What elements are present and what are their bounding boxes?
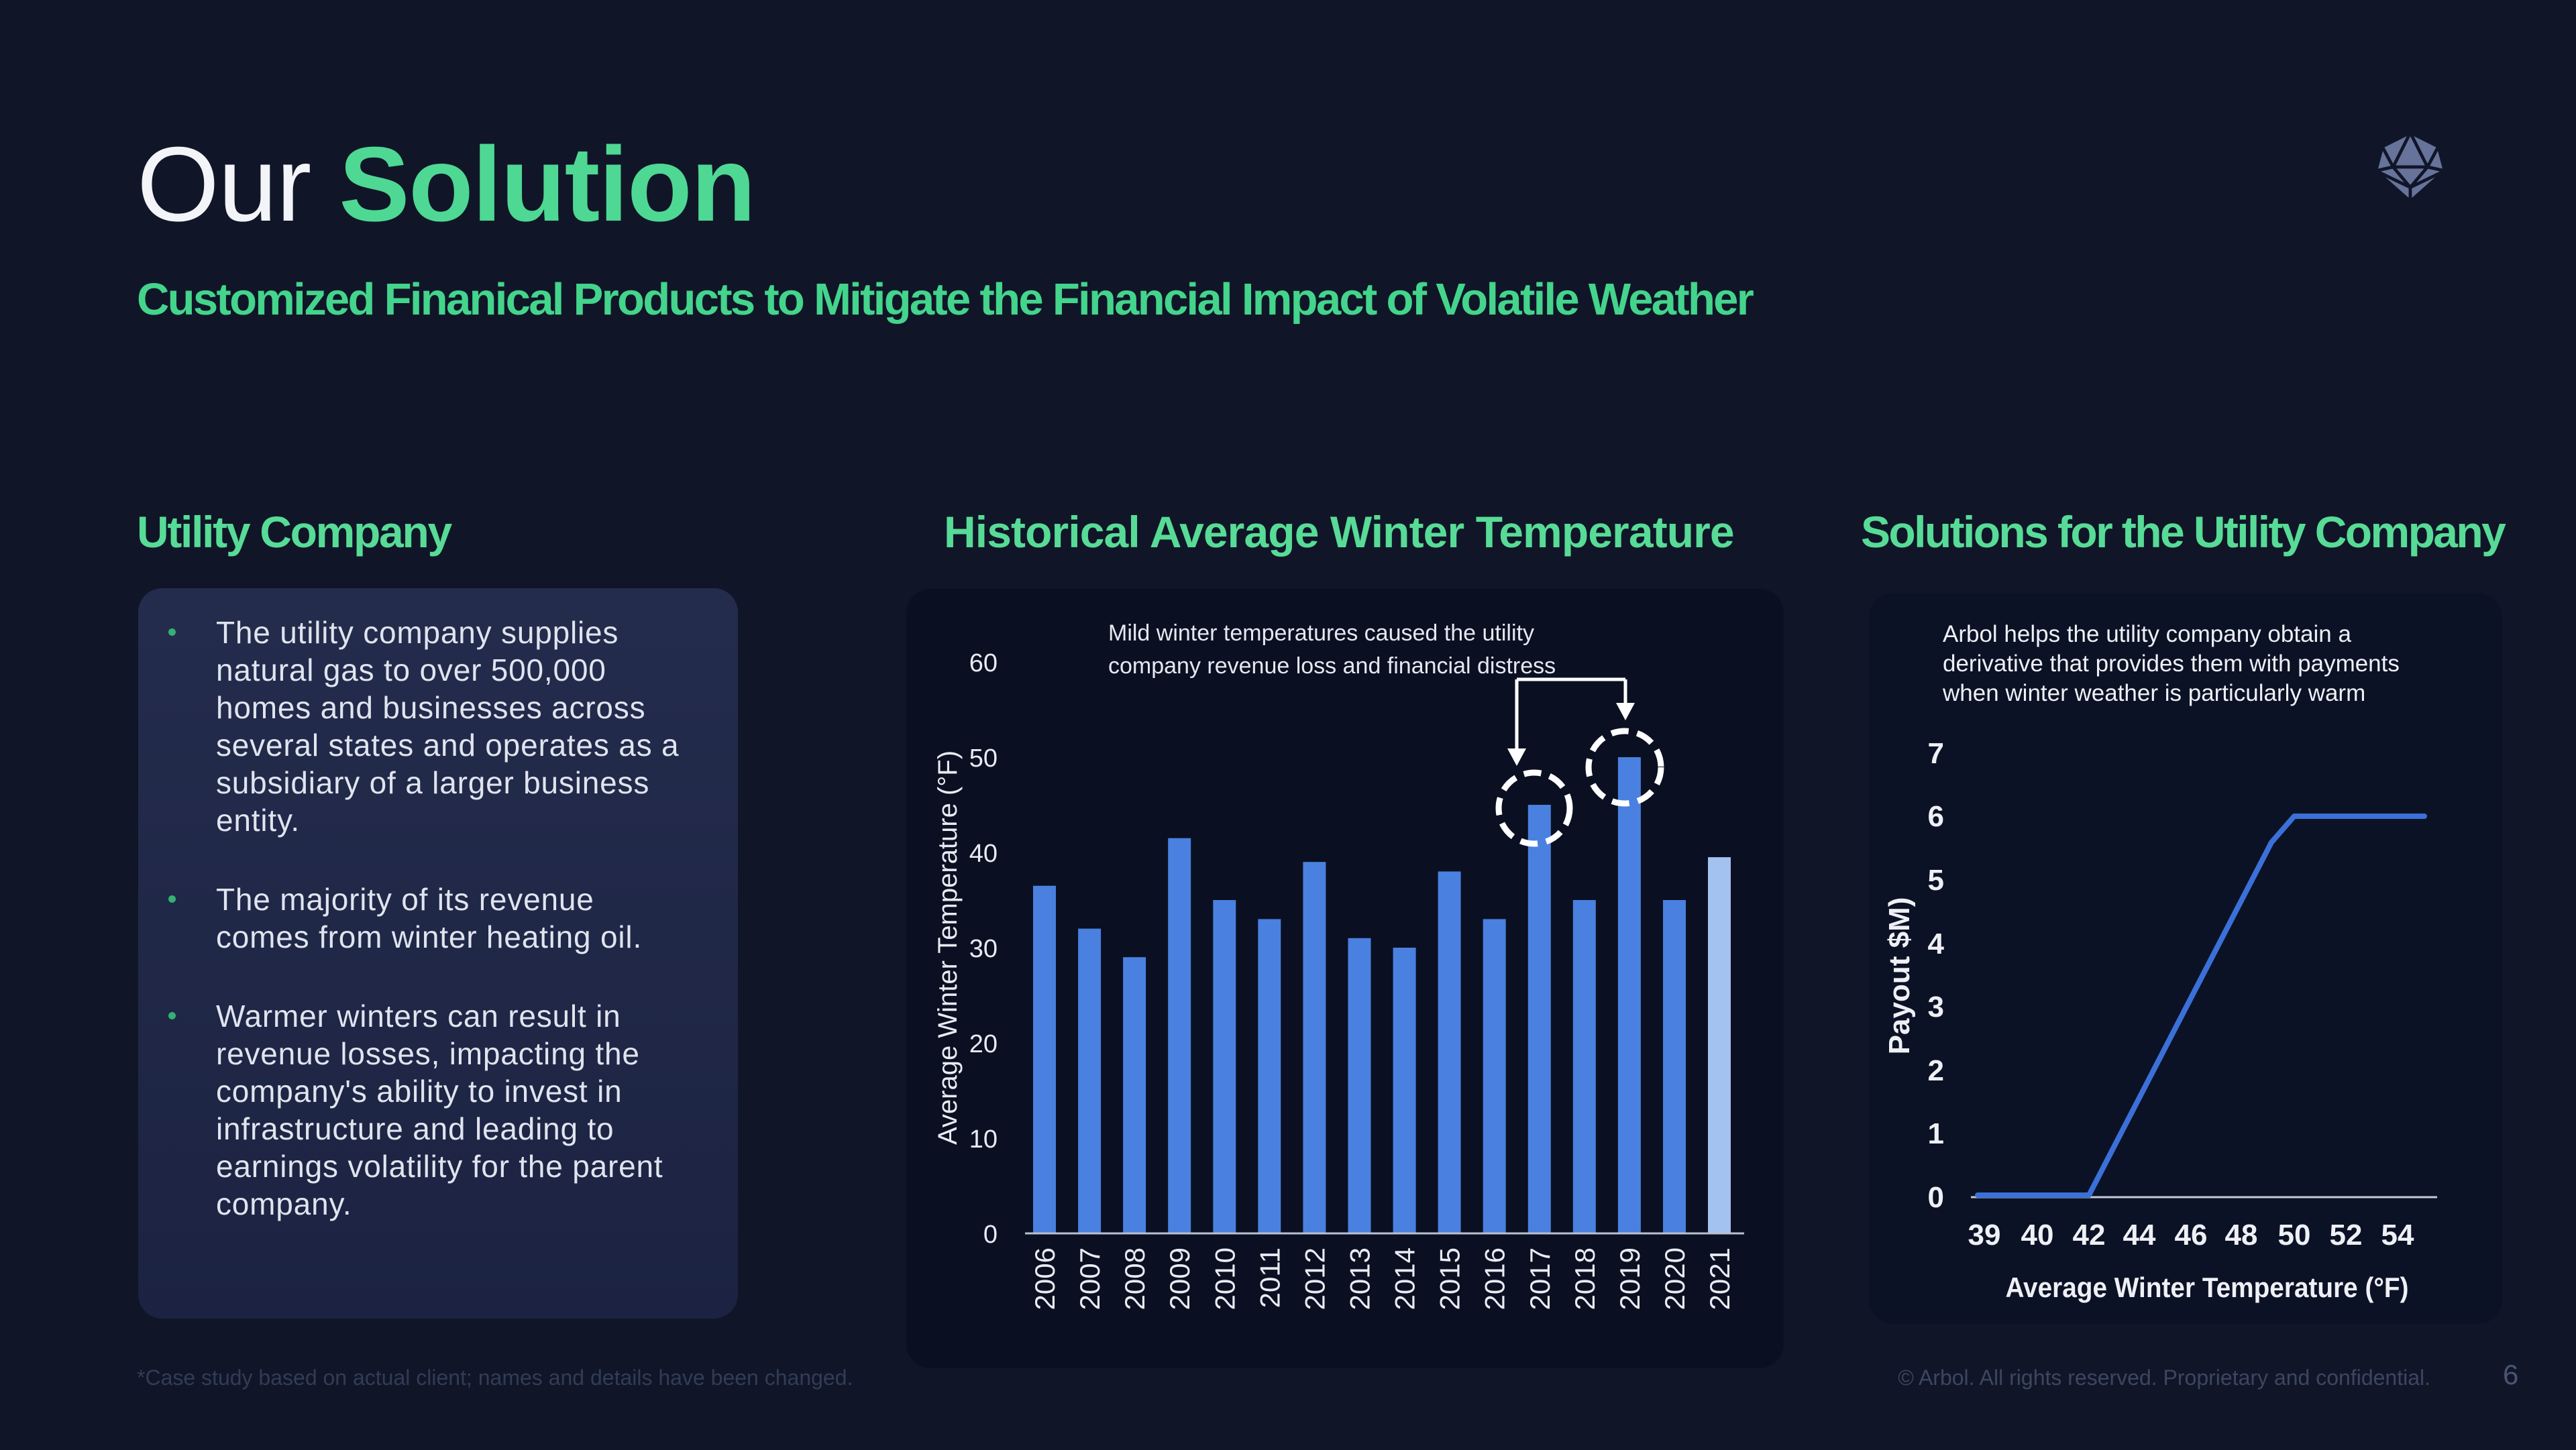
svg-text:39: 39 bbox=[1968, 1219, 2001, 1251]
svg-text:2: 2 bbox=[1928, 1054, 1944, 1087]
svg-text:2021: 2021 bbox=[1704, 1247, 1735, 1310]
svg-text:40: 40 bbox=[2021, 1219, 2054, 1251]
svg-text:2010: 2010 bbox=[1209, 1247, 1240, 1310]
svg-text:2012: 2012 bbox=[1299, 1247, 1330, 1310]
svg-text:2018: 2018 bbox=[1569, 1247, 1601, 1310]
svg-text:Mild winter temperatures cause: Mild winter temperatures caused the util… bbox=[1108, 620, 1534, 646]
svg-text:derivative that provides them: derivative that provides them with payme… bbox=[1943, 651, 2400, 677]
svg-text:40: 40 bbox=[969, 840, 998, 868]
svg-text:44: 44 bbox=[2123, 1219, 2156, 1251]
svg-text:2020: 2020 bbox=[1659, 1247, 1690, 1310]
svg-text:2009: 2009 bbox=[1164, 1247, 1195, 1310]
svg-text:Average Winter Temperature (°F: Average Winter Temperature (°F) bbox=[2006, 1272, 2409, 1303]
svg-text:2014: 2014 bbox=[1389, 1247, 1421, 1310]
svg-text:2017: 2017 bbox=[1524, 1247, 1556, 1310]
svg-text:2011: 2011 bbox=[1254, 1247, 1285, 1308]
svg-text:1: 1 bbox=[1928, 1117, 1944, 1150]
svg-text:4: 4 bbox=[1928, 928, 1945, 960]
svg-text:2006: 2006 bbox=[1029, 1247, 1061, 1310]
svg-text:5: 5 bbox=[1928, 864, 1944, 897]
svg-text:0: 0 bbox=[1928, 1181, 1944, 1214]
svg-text:54: 54 bbox=[2381, 1219, 2414, 1251]
svg-text:6: 6 bbox=[1928, 800, 1944, 833]
svg-text:company revenue loss and finan: company revenue loss and financial distr… bbox=[1108, 653, 1556, 679]
svg-text:Average Winter Temperature (°F: Average Winter Temperature (°F) bbox=[933, 750, 963, 1145]
svg-text:30: 30 bbox=[969, 935, 998, 963]
svg-text:2007: 2007 bbox=[1074, 1247, 1106, 1310]
svg-text:3: 3 bbox=[1928, 991, 1944, 1023]
svg-text:2015: 2015 bbox=[1434, 1247, 1466, 1310]
svg-text:2008: 2008 bbox=[1119, 1247, 1150, 1310]
svg-text:42: 42 bbox=[2073, 1219, 2106, 1251]
svg-text:20: 20 bbox=[969, 1030, 998, 1058]
svg-text:2013: 2013 bbox=[1344, 1247, 1376, 1310]
svg-text:2019: 2019 bbox=[1614, 1247, 1646, 1310]
svg-text:60: 60 bbox=[969, 649, 998, 677]
svg-text:2016: 2016 bbox=[1479, 1247, 1511, 1310]
svg-text:Payout $M): Payout $M) bbox=[1883, 897, 1916, 1055]
svg-text:46: 46 bbox=[2175, 1219, 2208, 1251]
svg-text:50: 50 bbox=[2278, 1219, 2311, 1251]
svg-text:52: 52 bbox=[2330, 1219, 2363, 1251]
svg-text:Arbol helps the utility compan: Arbol helps the utility company obtain a bbox=[1943, 621, 2351, 647]
svg-text:7: 7 bbox=[1928, 737, 1944, 770]
svg-text:48: 48 bbox=[2225, 1219, 2258, 1251]
svg-text:0: 0 bbox=[983, 1221, 998, 1249]
svg-text:when winter weather is particu: when winter weather is particularly warm bbox=[1942, 680, 2365, 706]
svg-text:10: 10 bbox=[969, 1125, 998, 1154]
svg-text:50: 50 bbox=[969, 744, 998, 773]
